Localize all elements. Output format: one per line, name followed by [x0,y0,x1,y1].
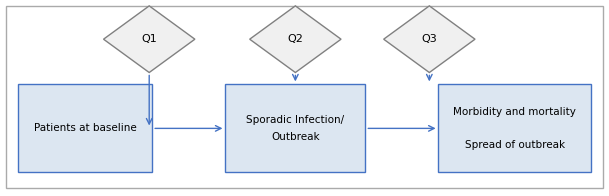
Polygon shape [104,6,195,73]
Polygon shape [384,6,475,73]
Text: Q3: Q3 [421,34,437,44]
Text: Patients at baseline: Patients at baseline [34,123,136,133]
Polygon shape [250,6,341,73]
Text: Q1: Q1 [141,34,157,44]
FancyBboxPatch shape [225,84,365,172]
FancyBboxPatch shape [18,84,152,172]
FancyBboxPatch shape [438,84,591,172]
Text: Sporadic Infection/
Outbreak: Sporadic Infection/ Outbreak [246,115,345,142]
Text: Q2: Q2 [287,34,303,44]
Text: Morbidity and mortality

Spread of outbreak: Morbidity and mortality Spread of outbre… [453,107,576,150]
